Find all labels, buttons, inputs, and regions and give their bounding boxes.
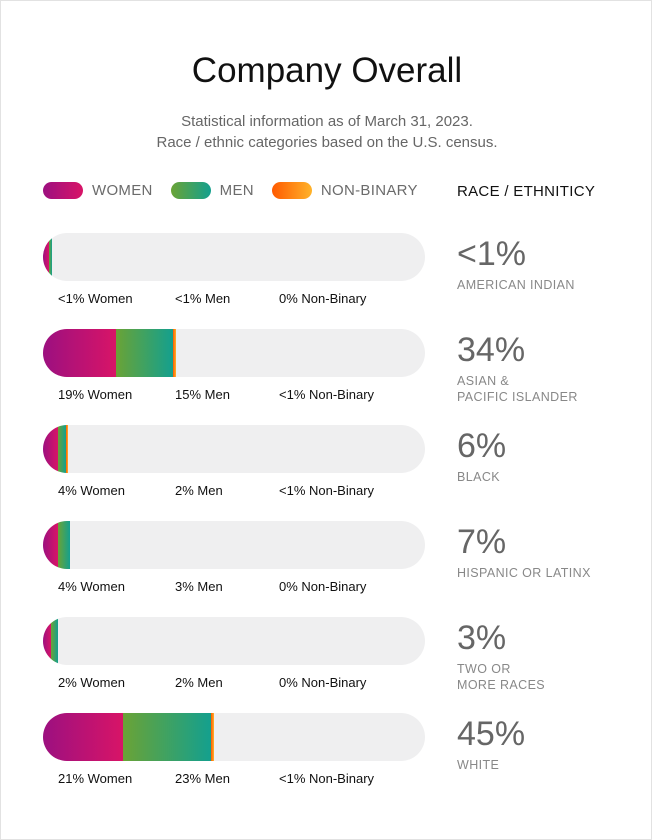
stacked-bar bbox=[43, 329, 425, 377]
race-category: TWO OR MORE RACES bbox=[457, 662, 546, 692]
legend-swatch bbox=[43, 182, 83, 199]
race-percent: <1% bbox=[457, 235, 526, 273]
stacked-bar bbox=[43, 425, 425, 473]
bar-segment-women bbox=[43, 233, 49, 281]
nonbinary-label: 0% Non-Binary bbox=[279, 291, 367, 306]
women-label: 19% Women bbox=[58, 387, 133, 402]
bar-segment-women bbox=[43, 713, 124, 761]
bar-segment-women bbox=[43, 425, 59, 473]
nonbinary-label: 0% Non-Binary bbox=[279, 579, 367, 594]
bar-segment-women bbox=[43, 617, 51, 665]
nonbinary-label: <1% Non-Binary bbox=[279, 387, 375, 402]
nonbinary-label: <1% Non-Binary bbox=[279, 483, 375, 498]
stacked-bar bbox=[43, 521, 425, 569]
legend-swatch bbox=[271, 182, 312, 199]
nonbinary-label: <1% Non-Binary bbox=[279, 771, 375, 786]
race-percent: 34% bbox=[457, 331, 526, 369]
bar-segment-men bbox=[48, 233, 52, 281]
race-header: RACE / ETHNITICY bbox=[457, 183, 596, 200]
chart-row: <1% Women <1% Men 0% Non-Binary <1% AMERICAN… bbox=[1, 233, 652, 329]
bar-segment-nonbinary bbox=[65, 425, 68, 473]
race-category: BLACK bbox=[457, 470, 500, 484]
race-category: WHITE bbox=[457, 758, 500, 772]
legend: WOMEN MEN NON-BINARY bbox=[43, 182, 436, 199]
race-percent: 45% bbox=[457, 715, 526, 753]
bar-segment-men bbox=[115, 329, 173, 377]
bar-segment-men bbox=[58, 521, 70, 569]
subtitle-line: Race / ethnic categories based on the U.… bbox=[156, 134, 498, 151]
men-label: 3% Men bbox=[175, 579, 223, 594]
men-label: <1% Men bbox=[175, 291, 231, 306]
legend-item-men: MEN bbox=[170, 182, 254, 199]
legend-item-women: WOMEN bbox=[43, 182, 153, 199]
stacked-bar bbox=[43, 617, 425, 665]
nonbinary-label: 0% Non-Binary bbox=[279, 675, 367, 690]
subtitle: Statistical information as of March 31, … bbox=[1, 111, 652, 153]
chart-row: 4% Women 3% Men 0% Non-Binary 7% HISPANIC OR… bbox=[1, 521, 652, 617]
legend-item-nonbinary: NON-BINARY bbox=[271, 182, 418, 199]
bar-segment-women bbox=[43, 329, 116, 377]
women-label: 4% Women bbox=[58, 483, 125, 498]
men-label: 2% Men bbox=[175, 483, 223, 498]
men-label: 23% Men bbox=[175, 771, 230, 786]
women-label: 21% Women bbox=[58, 771, 133, 786]
bar-segment-nonbinary bbox=[172, 329, 176, 377]
bar-segment-women bbox=[43, 521, 59, 569]
women-label: 2% Women bbox=[58, 675, 125, 690]
women-label: 4% Women bbox=[58, 579, 125, 594]
bar-segment-nonbinary bbox=[211, 713, 215, 761]
bar-segment-men bbox=[50, 617, 59, 665]
men-label: 15% Men bbox=[175, 387, 230, 402]
bar-segment-men bbox=[58, 425, 66, 473]
chart-row: 4% Women 2% Men <1% Non-Binary 6% BLACK bbox=[1, 425, 652, 521]
bar-segment-men bbox=[123, 713, 212, 761]
legend-swatch bbox=[170, 182, 211, 199]
race-category: HISPANIC OR LATINX bbox=[457, 566, 591, 580]
race-percent: 6% bbox=[457, 427, 507, 465]
women-label: <1% Women bbox=[58, 291, 133, 306]
legend-label: WOMEN bbox=[92, 182, 153, 199]
page-title: Company Overall bbox=[191, 51, 463, 90]
legend-label: NON-BINARY bbox=[320, 182, 418, 199]
chart-row: 21% Women 23% Men <1% Non-Binary 45% WHITE bbox=[1, 713, 652, 809]
chart-row: 19% Women 15% Men <1% Non-Binary 34% ASIAN &… bbox=[1, 329, 652, 425]
race-percent: 3% bbox=[457, 619, 507, 657]
race-category: AMERICAN INDIAN bbox=[457, 278, 575, 292]
chart-row: 2% Women 2% Men 0% Non-Binary 3% TWO OR MORE… bbox=[1, 617, 652, 713]
subtitle-line: Statistical information as of March 31, … bbox=[181, 113, 473, 130]
stacked-bar bbox=[43, 713, 425, 761]
stacked-bar bbox=[43, 233, 425, 281]
race-percent: 7% bbox=[457, 523, 507, 561]
legend-label: MEN bbox=[219, 182, 254, 199]
race-category: ASIAN & PACIFIC ISLANDER bbox=[457, 374, 578, 404]
men-label: 2% Men bbox=[175, 675, 223, 690]
